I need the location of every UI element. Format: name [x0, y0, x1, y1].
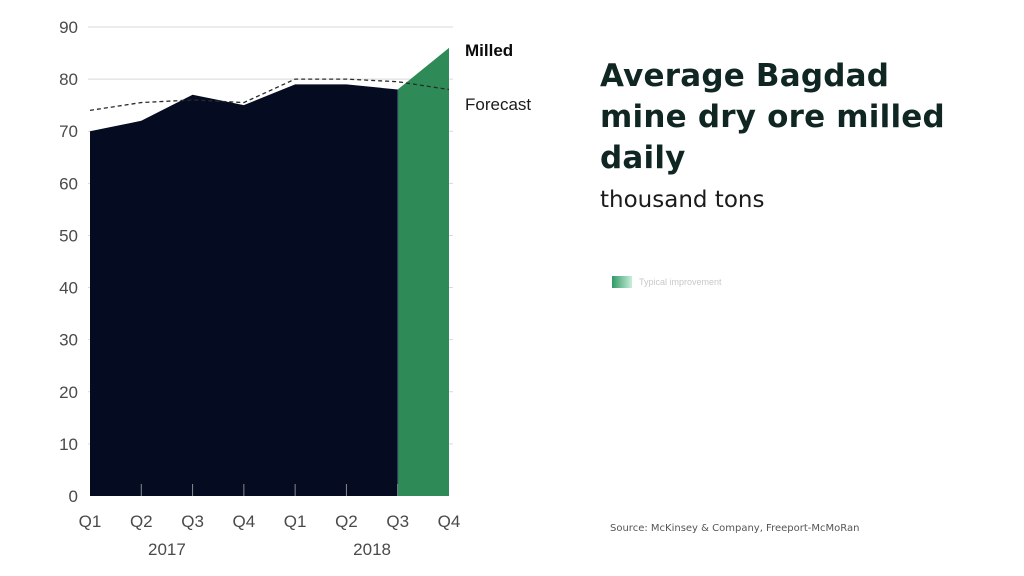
x-tick-label: Q3 — [386, 512, 409, 531]
x-tick-label: Q3 — [181, 512, 204, 531]
y-tick-label: 70 — [59, 122, 78, 141]
legend-label: Typical improvement — [639, 277, 722, 287]
y-tick-label: 60 — [59, 174, 78, 193]
x-tick-label: Q2 — [335, 512, 358, 531]
y-tick-label: 30 — [59, 331, 78, 350]
x-year-label: 2017 — [148, 540, 186, 559]
y-tick-label: 50 — [59, 226, 78, 245]
y-tick-label: 10 — [59, 435, 78, 454]
y-tick-label: 40 — [59, 279, 78, 298]
x-year-label: 2018 — [353, 540, 391, 559]
improvement-area-fill — [397, 47, 449, 496]
x-tick-label: Q1 — [284, 512, 307, 531]
legend: Typical improvement — [612, 276, 722, 288]
y-tick-label: 90 — [59, 18, 78, 37]
milled-area — [90, 47, 449, 497]
forecast-line-group — [89, 78, 450, 112]
title-block: Average Bagdad mine dry ore milled daily… — [600, 56, 980, 213]
x-tick-label: Q1 — [79, 512, 102, 531]
x-axis-ticks: Q1 Q2 Q3 Q4 Q1 Q2 Q3 Q4 2017 2018 — [79, 484, 461, 559]
chart-subtitle: thousand tons — [600, 187, 765, 213]
x-tick-label: Q2 — [130, 512, 153, 531]
y-axis-ticks: 0 10 20 30 40 50 60 70 80 90 — [59, 18, 78, 506]
y-tick-label: 20 — [59, 383, 78, 402]
legend-swatch — [612, 276, 632, 288]
x-tick-label: Q4 — [233, 512, 256, 531]
source-note: Source: McKinsey & Company, Freeport-McM… — [610, 523, 860, 534]
milled-area-fill — [90, 84, 398, 497]
y-tick-label: 0 — [69, 487, 78, 506]
series-label-milled: Milled — [465, 41, 513, 60]
y-tick-label: 80 — [59, 70, 78, 89]
x-tick-label: Q4 — [438, 512, 461, 531]
series-labels: Milled Forecast — [465, 41, 531, 114]
chart-title: Average Bagdad mine dry ore milled daily — [600, 58, 945, 176]
forecast-line — [89, 78, 450, 112]
series-label-forecast: Forecast — [465, 95, 531, 114]
